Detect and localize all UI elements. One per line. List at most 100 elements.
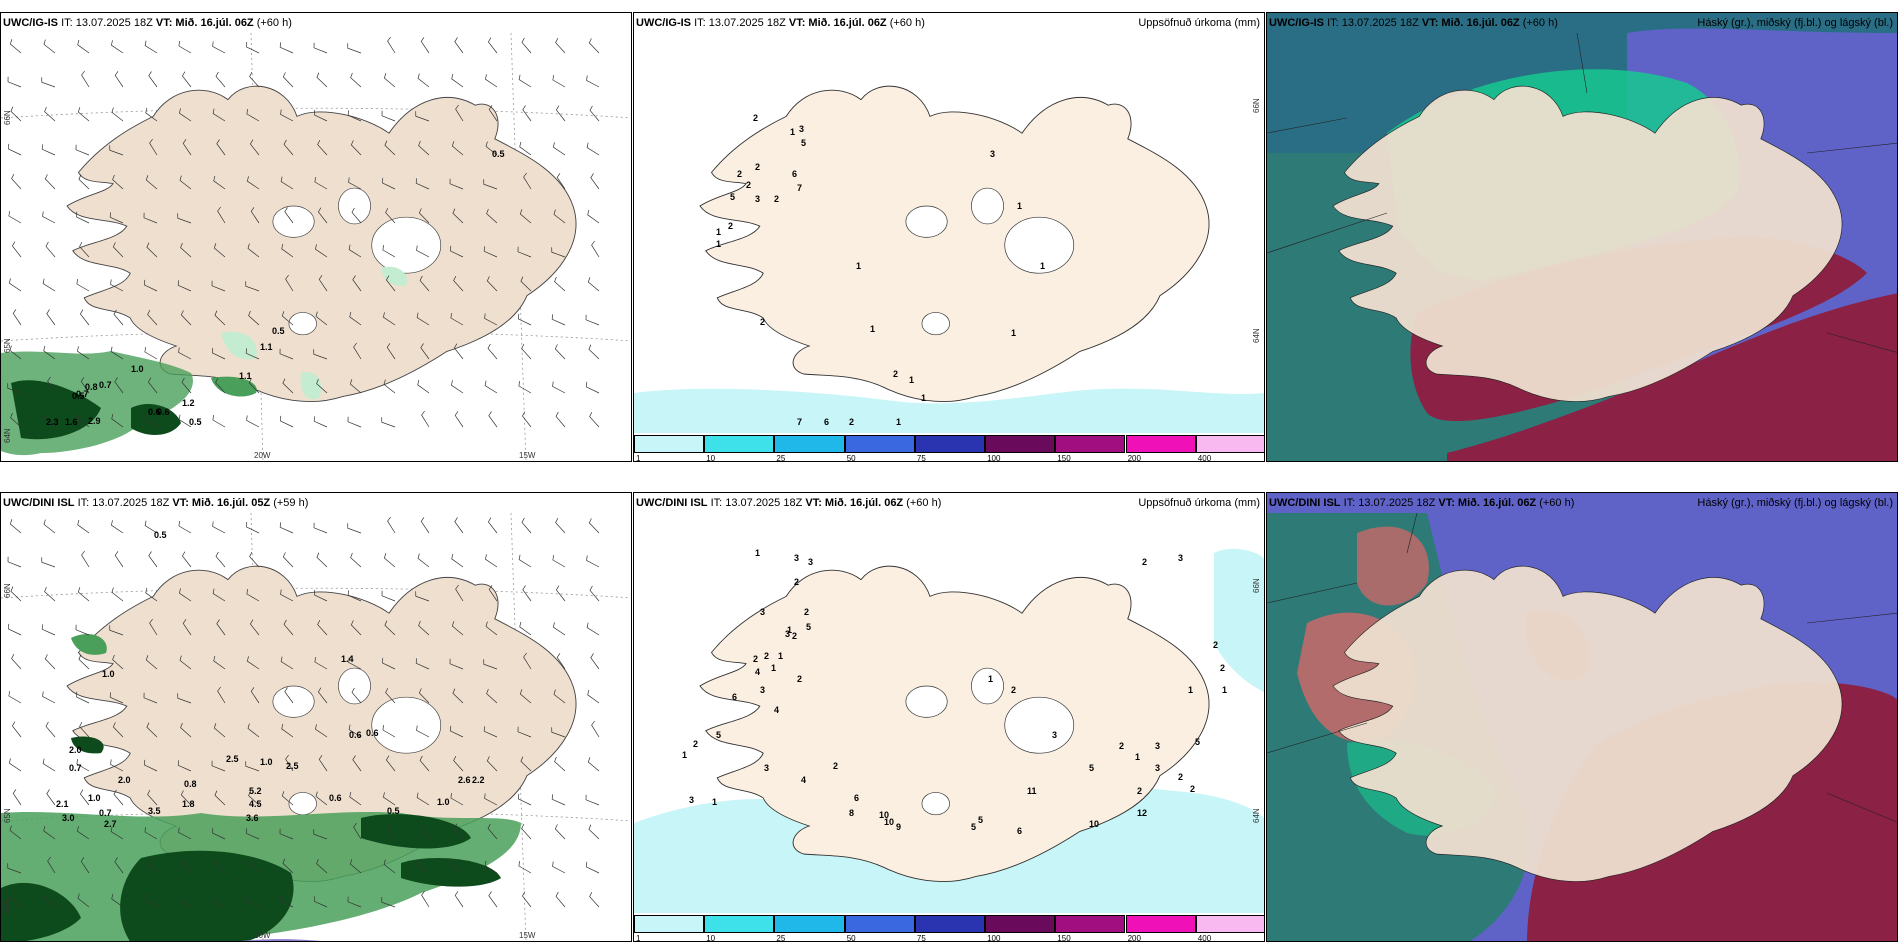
wind-barb	[420, 823, 430, 840]
wind-barb	[385, 755, 396, 772]
wind-barb	[383, 553, 396, 568]
wind-barb	[77, 893, 90, 908]
wind-barb	[81, 70, 90, 88]
wind-barb	[43, 345, 56, 360]
wind-barb	[450, 245, 464, 258]
wind-barb	[313, 416, 328, 428]
init-time: IT: 13.07.2025 18Z	[1327, 17, 1419, 29]
wind-barb	[217, 686, 226, 704]
wind-barb	[383, 379, 396, 394]
init-time: IT: 13.07.2025 18Z	[710, 497, 803, 509]
wind-barb	[12, 309, 22, 326]
model-name: UWC/IG-IS	[3, 17, 58, 29]
wind-barb	[145, 175, 158, 190]
wind-barb	[179, 175, 192, 190]
wind-barb	[317, 619, 328, 636]
wind-barb	[111, 893, 124, 908]
wind-barb	[281, 311, 294, 326]
wind-barb	[517, 726, 532, 738]
wind-barb	[144, 759, 158, 772]
value-label: 2.9	[88, 416, 101, 426]
value-label: 1	[921, 393, 927, 403]
wind-barb	[453, 275, 464, 292]
wind-barb	[245, 828, 260, 840]
value-label: 7	[797, 417, 803, 427]
colorbar-tick-label: 100	[987, 934, 1001, 942]
wind-barb	[348, 724, 362, 738]
wind-barb	[145, 107, 158, 122]
wind-barb	[415, 591, 430, 602]
wind-barb	[521, 343, 532, 360]
value-label: 2	[1190, 784, 1196, 794]
wind-barb	[144, 520, 158, 534]
wind-barb	[12, 789, 22, 806]
wind-barb	[78, 174, 90, 190]
lead-time: (+60 h)	[889, 17, 925, 29]
wind-barb	[147, 377, 158, 394]
wind-barb	[449, 178, 464, 190]
colorbar-segment	[1055, 435, 1126, 453]
wind-barb	[552, 861, 566, 874]
wind-barb	[279, 522, 294, 534]
wind-barb	[7, 76, 22, 88]
wind-barb	[76, 759, 90, 772]
value-label: 3	[760, 685, 766, 695]
value-label: 2	[1137, 786, 1143, 796]
colorbar-segment	[844, 435, 915, 453]
wind-barb	[518, 554, 532, 568]
wind-barb	[46, 789, 56, 806]
wind-barb	[353, 342, 362, 360]
lead-time: (+60 h)	[256, 17, 292, 29]
wind-barb	[382, 245, 396, 258]
wind-barb	[552, 555, 566, 568]
wind-barb	[43, 39, 56, 54]
wind-barb	[249, 71, 260, 88]
model-name: UWC/DINI ISL	[1269, 497, 1341, 509]
wind-barb	[283, 619, 294, 636]
wind-barb	[177, 693, 192, 704]
lat-label-65: 65N	[3, 808, 12, 823]
lead-time: (+60 h)	[1539, 497, 1575, 509]
wind-barb	[281, 791, 294, 806]
wind-barb	[591, 240, 600, 258]
wind-barb	[249, 551, 260, 568]
wind-barb	[280, 109, 294, 122]
value-label: 5	[801, 138, 807, 148]
value-label: 5	[730, 192, 736, 202]
value-label: 5	[716, 730, 722, 740]
wind-barb	[215, 551, 226, 568]
value-label: 8	[849, 808, 855, 818]
value-label: 10	[1089, 819, 1100, 829]
wind-barb	[280, 895, 294, 908]
value-label: 1	[870, 324, 876, 334]
wind-barb	[147, 857, 158, 874]
value-label: 12	[1137, 808, 1148, 818]
wind-barb	[454, 411, 464, 428]
wind-barb	[212, 895, 226, 908]
value-label: 0.8	[184, 779, 197, 789]
value-label: 2	[1213, 640, 1219, 650]
wind-barb	[43, 519, 56, 534]
value-label: 3	[760, 607, 766, 617]
wind-barb	[110, 759, 124, 772]
value-label: 4	[801, 775, 807, 785]
wind-barb	[109, 145, 124, 156]
wind-barb	[488, 105, 498, 122]
wind-barb	[416, 725, 430, 738]
wind-barb	[281, 723, 294, 738]
panel-title: UWC/DINI ISL IT: 13.07.2025 18Z VT: Mið.…	[636, 497, 941, 509]
wind-barb	[554, 344, 566, 360]
wind-barb	[587, 277, 600, 292]
wind-barb	[246, 521, 260, 534]
wind-barb	[111, 587, 124, 602]
wind-barb	[350, 72, 362, 88]
value-label: 2	[797, 674, 803, 684]
wind-barb	[317, 139, 328, 156]
wind-barb	[587, 209, 600, 224]
wind-barb	[181, 377, 192, 394]
wind-barb	[553, 209, 566, 224]
wind-barb	[523, 172, 532, 190]
value-label: 10	[884, 817, 895, 827]
wind-barb	[112, 174, 124, 190]
wind-barb	[586, 622, 600, 636]
